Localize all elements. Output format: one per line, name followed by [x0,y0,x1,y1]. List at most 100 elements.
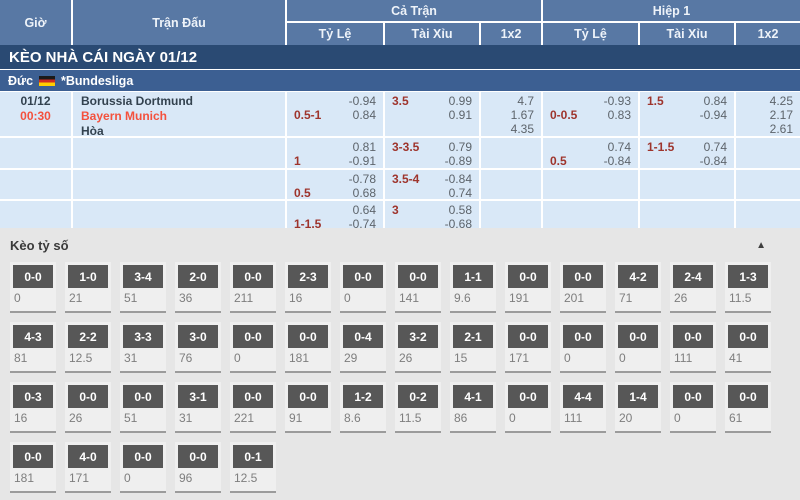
league-bar[interactable]: Đức *Bundesliga [0,70,800,92]
score-odds-cell[interactable]: 4-3 81 [10,322,56,373]
score-odds-cell[interactable]: 0-0 0 [505,382,551,433]
score-chip[interactable]: 0-0 [398,265,438,288]
score-odds-cell[interactable]: 1-1 9.6 [450,262,496,313]
score-chip[interactable]: 0-1 [233,445,273,468]
score-odds-cell[interactable]: 1-2 8.6 [340,382,386,433]
odds-value[interactable]: -0.68 [444,217,472,231]
score-odds-cell[interactable]: 0-0 181 [10,442,56,493]
score-chip[interactable]: 0-0 [508,385,548,408]
handicap-line[interactable]: 0.5-1 [294,108,322,122]
score-odds-cell[interactable]: 0-0 0 [560,322,606,373]
over-under-line[interactable]: 1-1.5 [647,140,675,154]
odds-value[interactable]: -0.84 [699,154,727,168]
h1-over-under-cell[interactable]: 1.5 0.84 -0.94 [640,92,734,136]
score-chip[interactable]: 0-0 [673,385,713,408]
over-under-line[interactable]: 3.5 [392,94,409,108]
h1-over-under-cell[interactable]: 1-1.5 0.74 -0.84 [640,138,734,168]
odds-value[interactable]: 2.17 [769,108,793,122]
score-chip[interactable]: 0-0 [728,385,768,408]
score-chip[interactable]: 0-0 [508,325,548,348]
odds-value[interactable]: 0.68 [352,186,376,200]
score-odds-cell[interactable]: 0-0 171 [505,322,551,373]
odds-value[interactable]: 1.67 [510,108,534,122]
score-odds-cell[interactable]: 0-3 16 [10,382,56,433]
odds-value[interactable]: 0.74 [703,140,727,154]
score-chip[interactable]: 0-0 [178,445,218,468]
odds-value[interactable]: -0.94 [699,108,727,122]
ft-handicap-cell[interactable]: 1 0.81 -0.91 [287,138,383,168]
score-chip[interactable]: 4-4 [563,385,603,408]
draw-label[interactable]: Hòa [81,124,104,138]
ft-handicap-cell[interactable]: 0.5 -0.78 0.68 [287,170,383,200]
odds-value[interactable]: -0.93 [603,94,631,108]
h1-1x2-cell[interactable]: 4.25 2.17 2.61 [736,92,800,136]
score-chip[interactable]: 4-1 [453,385,493,408]
score-chip[interactable]: 1-1 [453,265,493,288]
score-odds-cell[interactable]: 0-0 91 [285,382,331,433]
odds-value[interactable]: 0.58 [448,203,472,217]
ft-over-under-cell[interactable]: 3-3.5 0.79 -0.89 [385,138,479,168]
score-chip[interactable]: 0-0 [68,385,108,408]
score-odds-cell[interactable]: 0-0 96 [175,442,221,493]
score-chip[interactable]: 4-3 [13,325,53,348]
score-chip[interactable]: 0-0 [618,325,658,348]
score-chip[interactable]: 0-0 [343,265,383,288]
handicap-line[interactable]: 1 [294,154,301,168]
score-odds-cell[interactable]: 1-3 11.5 [725,262,771,313]
score-odds-cell[interactable]: 4-0 171 [65,442,111,493]
score-odds-cell[interactable]: 3-0 76 [175,322,221,373]
odds-value[interactable]: 0.64 [352,203,376,217]
score-odds-cell[interactable]: 0-4 29 [340,322,386,373]
score-chip[interactable]: 0-4 [343,325,383,348]
ft-handicap-cell[interactable]: 0.5-1 -0.94 0.84 [287,92,383,136]
score-odds-cell[interactable]: 0-0 201 [560,262,606,313]
score-chip[interactable]: 0-2 [398,385,438,408]
score-chip[interactable]: 0-0 [233,385,273,408]
odds-value[interactable]: -0.94 [348,94,376,108]
score-odds-cell[interactable]: 4-2 71 [615,262,661,313]
handicap-line[interactable]: 0-0.5 [550,108,578,122]
score-chip[interactable]: 0-0 [288,385,328,408]
over-under-line[interactable]: 3.5-4 [392,172,420,186]
score-chip[interactable]: 2-2 [68,325,108,348]
handicap-line[interactable]: 0.5 [294,186,311,200]
score-chip[interactable]: 0-0 [233,325,273,348]
score-odds-cell[interactable]: 0-0 0 [10,262,56,313]
odds-value[interactable]: 0.83 [607,108,631,122]
odds-value[interactable]: 0.74 [607,140,631,154]
over-under-line[interactable]: 3 [392,203,399,217]
score-chip[interactable]: 2-3 [288,265,328,288]
score-chip[interactable]: 0-0 [728,325,768,348]
score-chip[interactable]: 0-0 [233,265,273,288]
score-odds-cell[interactable]: 3-1 31 [175,382,221,433]
handicap-line[interactable]: 0.5 [550,154,567,168]
score-chip[interactable]: 2-1 [453,325,493,348]
score-odds-cell[interactable]: 0-0 0 [340,262,386,313]
score-chip[interactable]: 3-0 [178,325,218,348]
odds-value[interactable]: 0.99 [448,94,472,108]
score-odds-cell[interactable]: 2-4 26 [670,262,716,313]
odds-value[interactable]: 0.74 [448,186,472,200]
team-away[interactable]: Bayern Munich [81,109,168,123]
odds-value[interactable]: 2.61 [769,122,793,136]
ft-over-under-cell[interactable]: 3.5 0.99 0.91 [385,92,479,136]
score-odds-cell[interactable]: 0-0 141 [395,262,441,313]
score-odds-cell[interactable]: 0-0 111 [670,322,716,373]
odds-value[interactable]: -0.74 [348,217,376,231]
score-chip[interactable]: 0-3 [13,385,53,408]
score-odds-cell[interactable]: 4-4 111 [560,382,606,433]
score-odds-cell[interactable]: 3-3 31 [120,322,166,373]
score-odds-cell[interactable]: 0-0 0 [615,322,661,373]
score-chip[interactable]: 0-0 [508,265,548,288]
ft-handicap-cell[interactable]: 1-1.5 0.64 -0.74 [287,201,383,231]
odds-value[interactable]: -0.91 [348,154,376,168]
odds-value[interactable]: 4.7 [517,94,534,108]
odds-value[interactable]: 4.35 [510,122,534,136]
score-chip[interactable]: 0-0 [288,325,328,348]
score-odds-cell[interactable]: 0-0 61 [725,382,771,433]
odds-value[interactable]: 0.84 [352,108,376,122]
score-odds-cell[interactable]: 0-0 191 [505,262,551,313]
score-odds-cell[interactable]: 2-2 12.5 [65,322,111,373]
score-odds-cell[interactable]: 0-0 0 [120,442,166,493]
score-chip[interactable]: 3-1 [178,385,218,408]
